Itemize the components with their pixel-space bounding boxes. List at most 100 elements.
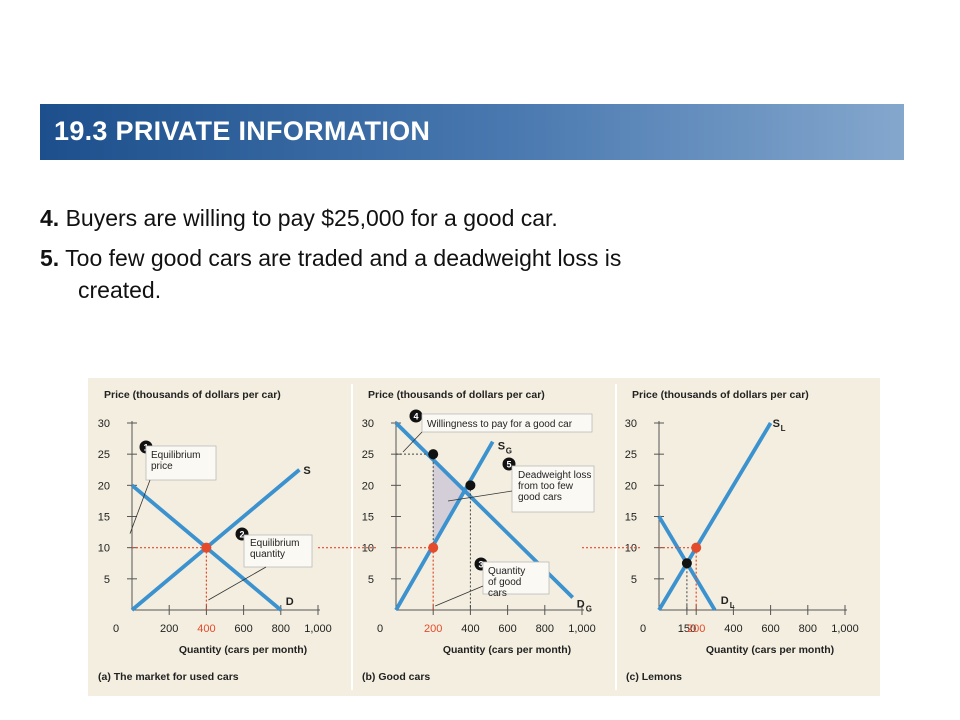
callout-leader <box>447 490 513 502</box>
efficient-point <box>681 558 692 569</box>
curve-label-SL: S <box>773 418 780 430</box>
y-tick-label: 15 <box>98 512 110 524</box>
x-axis-label: Quantity (cars per month) <box>443 644 571 656</box>
x-tick-label: 1,000 <box>831 623 859 635</box>
slide-title: 19.3 PRIVATE INFORMATION <box>54 116 431 146</box>
x-tick-label: 0 <box>377 623 383 635</box>
y-tick-label: 20 <box>362 480 374 492</box>
bullet-number: 5. <box>40 245 60 271</box>
y-tick-label: 5 <box>104 574 110 586</box>
curve-label-DL-subscript: L <box>730 601 735 610</box>
y-axis-label: Price (thousands of dollars per car) <box>368 389 545 401</box>
y-tick-label: 30 <box>98 418 110 430</box>
callout-box <box>421 413 593 433</box>
x-tick-label: 0 <box>640 623 646 635</box>
callout-leader <box>208 566 267 601</box>
y-tick-label: 30 <box>625 418 637 430</box>
curve-label-DL: D <box>721 595 729 607</box>
callout-leader <box>129 479 151 534</box>
y-axis-label: Price (thousands of dollars per car) <box>104 389 281 401</box>
x-tick-label: 600 <box>498 623 516 635</box>
callout-text: quantity <box>250 549 285 560</box>
title-banner: 19.3 PRIVATE INFORMATION <box>40 104 904 160</box>
callout-box <box>511 465 595 513</box>
callout-box <box>243 534 313 568</box>
x-tick-label: 400 <box>197 623 215 635</box>
curve-label-D: D <box>286 596 294 608</box>
bullet-item: 5. Too few good cars are traded and a de… <box>40 242 920 306</box>
x-tick-label: 200 <box>424 623 442 635</box>
y-tick-label: 15 <box>625 512 637 524</box>
panel-label: (a) The market for used cars <box>98 671 239 683</box>
curve-label-DG-subscript: G <box>586 605 592 614</box>
traded-point <box>428 542 439 553</box>
panel-background <box>616 378 880 696</box>
curve-label-SG-subscript: G <box>506 447 512 456</box>
bullet-text: Buyers are willing to pay $25,000 for a … <box>65 205 558 231</box>
x-tick-label: 600 <box>234 623 252 635</box>
callout-text: price <box>151 461 173 472</box>
y-tick-label: 10 <box>98 543 110 555</box>
callout-text: Equilibrium <box>250 538 299 549</box>
y-tick-label: 30 <box>362 418 374 430</box>
callout-text: Quantity <box>488 566 525 577</box>
callout-text: Equilibrium <box>151 450 200 461</box>
y-tick-label: 25 <box>98 449 110 461</box>
callout-text: of good <box>488 577 521 588</box>
x-tick-label: 800 <box>536 623 554 635</box>
callout-text: Deadweight loss <box>518 470 591 481</box>
callout-text: cars <box>488 588 507 599</box>
bullet-continuation: created. <box>78 277 162 303</box>
efficient-point <box>465 480 476 491</box>
x-tick-label: 0 <box>113 623 119 635</box>
curve-SL <box>657 422 773 611</box>
equilibrium-point <box>201 542 212 553</box>
y-tick-label: 20 <box>625 480 637 492</box>
x-tick-label: 1,000 <box>304 623 332 635</box>
x-tick-label: 200 <box>687 623 705 635</box>
x-tick-label: 1,000 <box>568 623 596 635</box>
y-tick-label: 10 <box>625 543 637 555</box>
x-tick-label: 800 <box>799 623 817 635</box>
x-tick-label: 600 <box>761 623 779 635</box>
x-axis-label: Quantity (cars per month) <box>706 644 834 656</box>
deadweight-loss-area <box>433 459 471 546</box>
y-tick-label: 20 <box>98 480 110 492</box>
figure-panels: Price (thousands of dollars per car) 5 10 1… <box>88 378 880 696</box>
y-tick-label: 25 <box>362 449 374 461</box>
willingness-point <box>428 449 439 460</box>
bullet-list: 4. Buyers are willing to pay $25,000 for… <box>40 202 920 314</box>
bullet-item: 4. Buyers are willing to pay $25,000 for… <box>40 202 920 234</box>
x-axis-label: Quantity (cars per month) <box>179 644 307 656</box>
curve-label-DG: D <box>577 599 585 611</box>
y-axis-label: Price (thousands of dollars per car) <box>632 389 809 401</box>
x-tick-label: 150 <box>678 623 696 635</box>
y-tick-label: 5 <box>368 574 374 586</box>
x-tick-label: 400 <box>461 623 479 635</box>
callout-number: 5 <box>506 460 511 470</box>
curve-S <box>130 468 301 612</box>
y-tick-label: 10 <box>362 543 374 555</box>
curve-SG <box>394 440 495 611</box>
x-tick-label: 200 <box>160 623 178 635</box>
callout-box <box>482 561 550 595</box>
bullet-number: 4. <box>40 205 60 231</box>
callout-number-badge <box>409 409 423 423</box>
callout-number: 2 <box>239 530 244 540</box>
curve-label-SL-subscript: L <box>781 424 786 433</box>
callout-leader <box>402 431 423 453</box>
curve-label-S: S <box>303 465 310 477</box>
panel-label: (b) Good cars <box>362 671 430 683</box>
callout-box <box>145 445 217 481</box>
callout-leader <box>435 585 484 607</box>
callout-text: from too few <box>518 481 574 492</box>
figure-svg: Price (thousands of dollars per car) 5 10 1… <box>88 378 880 696</box>
callout-number: 3 <box>478 560 483 570</box>
y-tick-label: 5 <box>631 574 637 586</box>
callout-text: good cars <box>518 492 562 503</box>
y-tick-label: 25 <box>625 449 637 461</box>
callout-number: 4 <box>413 412 418 422</box>
y-tick-label: 15 <box>362 512 374 524</box>
curve-label-SG: S <box>498 441 505 453</box>
callout-text: Willingness to pay for a good car <box>427 419 573 430</box>
